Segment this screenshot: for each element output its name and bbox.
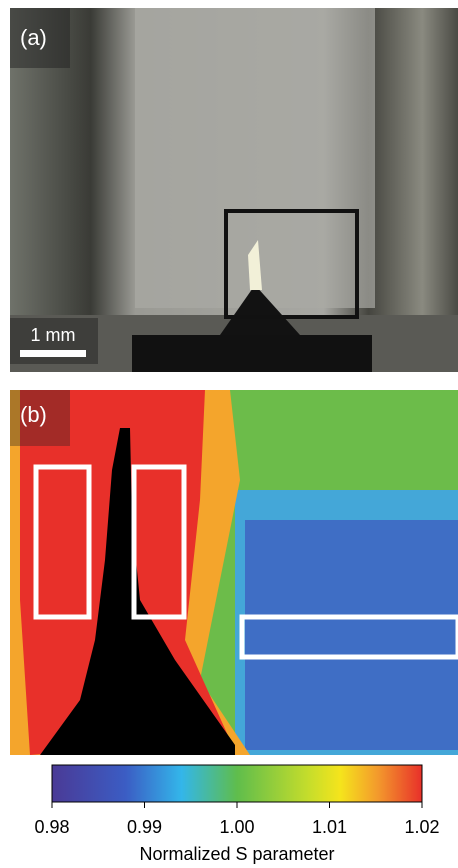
colorbar-scale — [52, 765, 422, 802]
scale-label: 1 mm — [31, 325, 76, 345]
tick-label: 1.02 — [404, 817, 439, 837]
figure: (a) 1 mm (b) Normalized S parameter 0.98… — [0, 0, 458, 868]
clamp — [132, 335, 372, 372]
colorbar: Normalized S parameter — [52, 765, 422, 864]
tick-label: 0.98 — [34, 817, 69, 837]
colorbar-label: Normalized S parameter — [139, 844, 334, 864]
panel-label: (b) — [20, 402, 47, 427]
tick-label: 1.01 — [312, 817, 347, 837]
map-region — [245, 520, 458, 750]
panel-label: (a) — [20, 25, 47, 50]
tick-label: 1.00 — [219, 817, 254, 837]
tick-label: 0.99 — [127, 817, 162, 837]
scale-bar — [20, 350, 86, 357]
panel-b: (b) — [10, 390, 458, 755]
panel-a: (a) 1 mm — [10, 8, 458, 372]
